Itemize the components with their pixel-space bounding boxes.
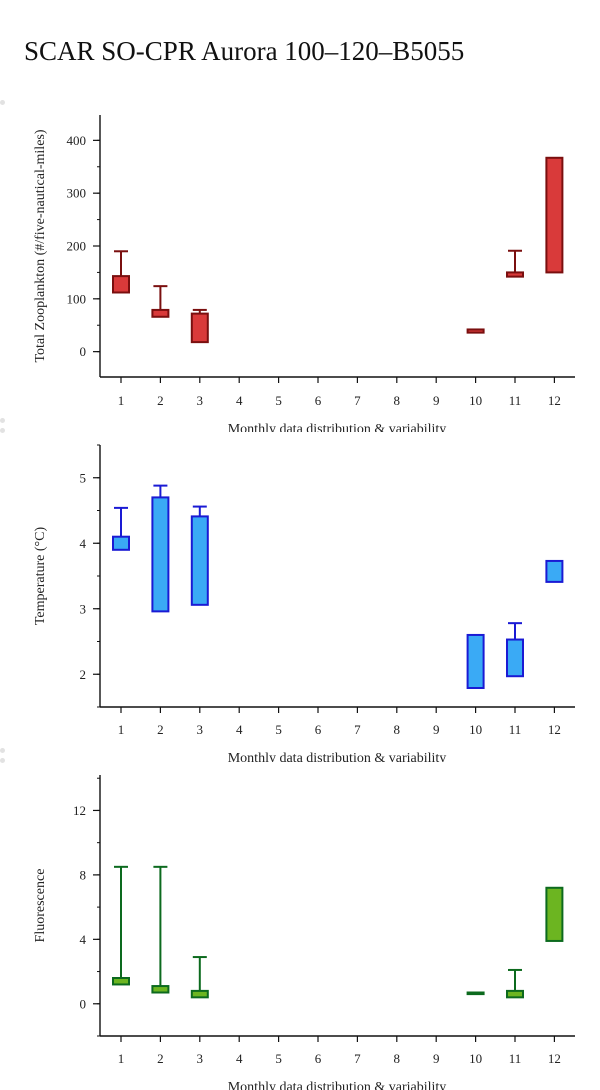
decor-dot (0, 418, 5, 423)
y-tick-label: 200 (67, 239, 87, 254)
x-tick-label: 3 (197, 1051, 204, 1066)
x-tick-label: 4 (236, 393, 243, 408)
x-tick-label: 4 (236, 722, 243, 737)
x-tick-label: 5 (275, 393, 282, 408)
x-tick-label: 12 (548, 1051, 561, 1066)
x-tick-label: 1 (118, 393, 125, 408)
x-tick-label: 12 (548, 393, 561, 408)
box-month-1 (112, 275, 130, 294)
y-tick-label: 3 (80, 601, 87, 616)
box-month-3 (190, 989, 209, 999)
y-axis-label: Fluorescence (33, 869, 48, 943)
x-tick-label: 11 (509, 722, 522, 737)
box-month-10 (466, 991, 485, 996)
x-tick-label: 1 (118, 722, 125, 737)
x-tick-label: 11 (509, 1051, 522, 1066)
y-tick-label: 2 (80, 667, 87, 682)
box-month-3 (190, 515, 209, 606)
x-tick-label: 4 (236, 1051, 243, 1066)
x-tick-label: 11 (509, 393, 522, 408)
y-tick-label: 100 (67, 291, 87, 306)
box-month-12 (545, 156, 564, 274)
box-month-1 (112, 977, 130, 986)
decor-dot (0, 100, 5, 105)
y-tick-label: 5 (80, 470, 87, 485)
x-tick-label: 6 (315, 722, 322, 737)
box-month-1 (112, 535, 130, 551)
x-tick-label: 8 (394, 1051, 401, 1066)
x-tick-label: 8 (394, 393, 401, 408)
decor-dot (0, 428, 5, 433)
x-axis-label: Monthly data distribution & variability (228, 751, 447, 762)
box-month-12 (545, 559, 564, 583)
x-tick-label: 10 (469, 393, 482, 408)
x-tick-label: 2 (157, 393, 164, 408)
x-tick-label: 5 (275, 1051, 282, 1066)
box-month-3 (190, 312, 209, 344)
x-tick-label: 8 (394, 722, 401, 737)
y-tick-label: 8 (80, 867, 87, 882)
x-tick-label: 2 (157, 1051, 164, 1066)
y-tick-label: 12 (73, 803, 86, 818)
decor-dot (0, 758, 5, 763)
box-month-11 (506, 271, 524, 278)
x-tick-label: 9 (433, 393, 440, 408)
x-axis-label: Monthly data distribution & variability (228, 1080, 447, 1090)
y-tick-label: 400 (67, 133, 87, 148)
x-tick-label: 10 (469, 722, 482, 737)
box-month-10 (466, 633, 485, 690)
box-month-11 (506, 638, 524, 678)
y-tick-label: 4 (80, 536, 87, 551)
x-tick-label: 1 (118, 1051, 125, 1066)
x-tick-label: 9 (433, 722, 440, 737)
x-tick-label: 9 (433, 1051, 440, 1066)
y-tick-label: 0 (80, 996, 87, 1011)
x-tick-label: 7 (354, 722, 361, 737)
x-tick-label: 7 (354, 1051, 361, 1066)
x-tick-label: 6 (315, 393, 322, 408)
zooplankton-chart: 0 100 200 300 400 Total Zooplankton (#/five-n… (33, 115, 575, 432)
box-month-2 (151, 496, 170, 613)
x-tick-label: 3 (197, 722, 204, 737)
box-month-11 (506, 989, 524, 999)
x-axis-label: Monthly data distribution & variability (228, 422, 447, 432)
y-tick-label: 300 (67, 186, 87, 201)
y-tick-label: 4 (80, 932, 87, 947)
y-tick-label: 0 (80, 344, 87, 359)
y-axis-label: Total Zooplankton (#/five-nautical-miles… (33, 129, 48, 362)
x-tick-label: 7 (354, 393, 361, 408)
decor-dot (0, 748, 5, 753)
box-month-2 (151, 308, 170, 318)
x-tick-label: 10 (469, 1051, 482, 1066)
x-tick-label: 5 (275, 722, 282, 737)
x-tick-label: 3 (197, 393, 204, 408)
page-title: SCAR SO-CPR Aurora 100–120–B5055 (24, 36, 465, 66)
x-tick-label: 2 (157, 722, 164, 737)
x-tick-label: 6 (315, 1051, 322, 1066)
box-month-12 (545, 886, 564, 942)
box-month-2 (151, 985, 170, 994)
box-month-10 (466, 328, 485, 334)
y-axis-label: Temperature (°C) (33, 527, 48, 626)
x-tick-label: 12 (548, 722, 561, 737)
